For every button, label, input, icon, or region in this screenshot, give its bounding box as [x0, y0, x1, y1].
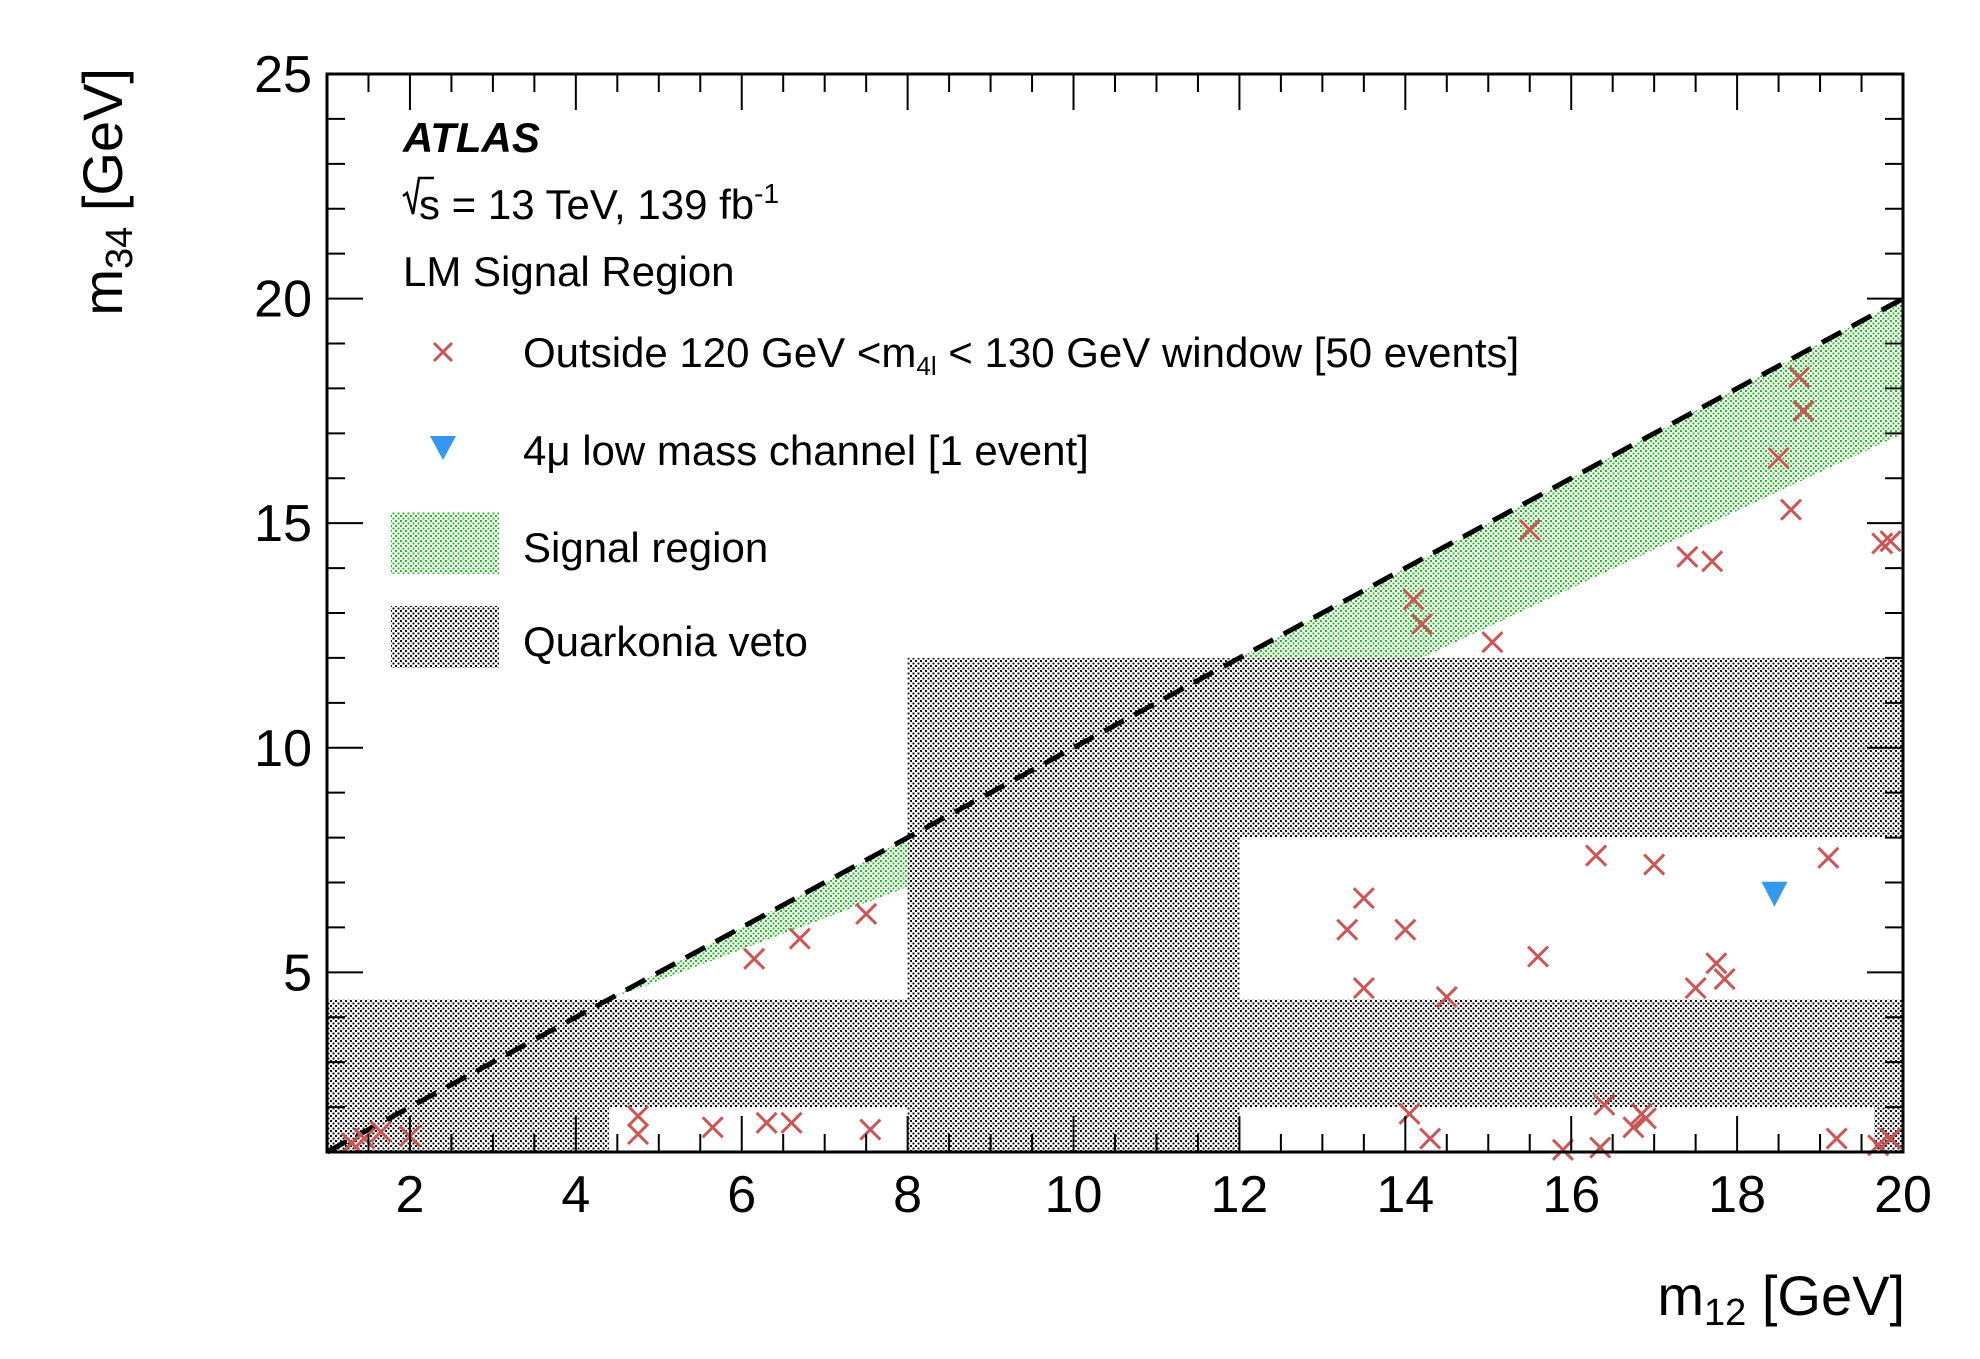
data-point-x: [755, 1111, 778, 1134]
x-tick-label: 8: [893, 1166, 922, 1224]
energy-label: s = 13 TeV, 139 fb-1: [402, 176, 779, 228]
x-tick-label: 14: [1376, 1166, 1434, 1224]
x-axis-label: m12 [GeV]: [1657, 1264, 1905, 1334]
data-point-4mu: [1761, 881, 1788, 907]
data-point-x: [1684, 976, 1707, 1000]
y-tick-label: 10: [254, 720, 312, 778]
data-point-x: [1585, 844, 1608, 867]
legend-4mu: 4μ low mass channel [1 event]: [430, 427, 1089, 474]
x-tick-label: 20: [1874, 1166, 1932, 1224]
veto-region-1: [907, 657, 1240, 1152]
data-point-x: [1879, 1127, 1902, 1150]
data-point-x: [743, 947, 766, 970]
data-point-x: [701, 1116, 724, 1139]
data-point-x: [1593, 1093, 1616, 1116]
data-point-x: [1825, 1127, 1848, 1150]
data-point-x: [855, 902, 878, 926]
data-point-x: [353, 1127, 376, 1150]
y-tick-label: 15: [254, 495, 312, 553]
veto-region-2: [1239, 657, 1903, 838]
data-point-x: [1336, 918, 1359, 941]
y-axis-label: m34 [GeV]: [71, 68, 141, 316]
legend-x-marker: [432, 341, 454, 363]
data-point-x: [788, 927, 811, 950]
data-point-x: [1394, 918, 1417, 941]
sqrt-symbol: [402, 176, 434, 215]
svg-text:Outside 120 GeV <m4l < 130 GeV: Outside 120 GeV <m4l < 130 GeV window [5…: [523, 329, 1519, 381]
legend-veto: Quarkonia veto: [391, 606, 808, 668]
svg-text:Signal region: Signal region: [523, 524, 768, 571]
legend-signal-swatch: [391, 512, 499, 574]
data-point-x: [1419, 1127, 1442, 1150]
data-point-x: [626, 1122, 650, 1146]
data-point-x: [1352, 976, 1375, 1000]
regions-layer: [325, 296, 1905, 1155]
data-point-x: [1402, 588, 1425, 611]
data-point-x: [1622, 1116, 1645, 1139]
data-point-x: [340, 1131, 363, 1155]
data-point-x: [1398, 1102, 1421, 1125]
x-tick-label: 18: [1708, 1166, 1766, 1224]
legend-signal: Signal region: [391, 512, 768, 574]
data-point-x: [1526, 945, 1550, 968]
x-tick-label: 6: [727, 1166, 756, 1224]
legend-triangle-marker: [430, 436, 456, 460]
data-point-x: [780, 1111, 803, 1134]
data-point-x: [1713, 968, 1736, 991]
y-tick-labels: 5 10 15 20 25: [254, 46, 312, 1002]
y-tick-label: 20: [254, 271, 312, 329]
x-tick-label: 4: [561, 1166, 590, 1224]
legend-veto-swatch: [391, 606, 499, 668]
data-point-x: [1705, 952, 1728, 975]
x-tick-labels: 2 4 6 8 10 12 14 16 18 20: [395, 1166, 1931, 1224]
data-point-x: [1879, 530, 1902, 553]
data-point-x: [1518, 518, 1541, 541]
y-tick-label: 25: [254, 46, 312, 104]
data-point-x: [1481, 631, 1504, 654]
svg-text:4μ low mass channel [1 event]: 4μ low mass channel [1 event]: [523, 427, 1089, 474]
y-tick-label: 5: [283, 944, 312, 1002]
data-point-x: [1767, 446, 1790, 470]
data-point-x: [1410, 613, 1433, 636]
data-point-x: [1701, 550, 1724, 573]
x-tick-label: 12: [1210, 1166, 1268, 1224]
diagonal-line: [325, 296, 1905, 1155]
data-point-x: [1589, 1136, 1612, 1159]
data-point-x: [1676, 545, 1699, 568]
svg-text:Quarkonia veto: Quarkonia veto: [523, 618, 808, 665]
data-point-x: [626, 1105, 650, 1128]
region-label: LM Signal Region: [403, 248, 735, 295]
legend: Outside 120 GeV <m4l < 130 GeV window [5…: [391, 329, 1519, 668]
data-point-x: [1788, 366, 1811, 389]
atlas-label: ATLAS: [402, 114, 540, 161]
data-point-x: [1871, 532, 1894, 555]
data-point-x: [1634, 1107, 1657, 1130]
data-point-x: [1551, 1138, 1574, 1161]
x-tick-label: 2: [395, 1166, 424, 1224]
data-point-x: [369, 1120, 392, 1143]
data-point-x: [1817, 846, 1840, 869]
data-point-x: [1352, 887, 1375, 910]
data-point-x: [1643, 853, 1666, 876]
x-tick-label: 16: [1542, 1166, 1600, 1224]
x-tick-label: 10: [1045, 1166, 1103, 1224]
data-point-x: [1792, 399, 1815, 422]
axes-frame: [325, 72, 1905, 1154]
svg-text:s = 13 TeV, 139 fb-1: s = 13 TeV, 139 fb-1: [419, 178, 779, 228]
legend-outside: Outside 120 GeV <m4l < 130 GeV window [5…: [432, 329, 1519, 381]
data-point-x: [1435, 985, 1458, 1009]
data-point-x: [859, 1118, 882, 1141]
data-point-x: [1779, 498, 1803, 521]
annotation-block: ATLAS s = 13 TeV, 139 fb-1 LM Signal Reg…: [402, 114, 779, 295]
